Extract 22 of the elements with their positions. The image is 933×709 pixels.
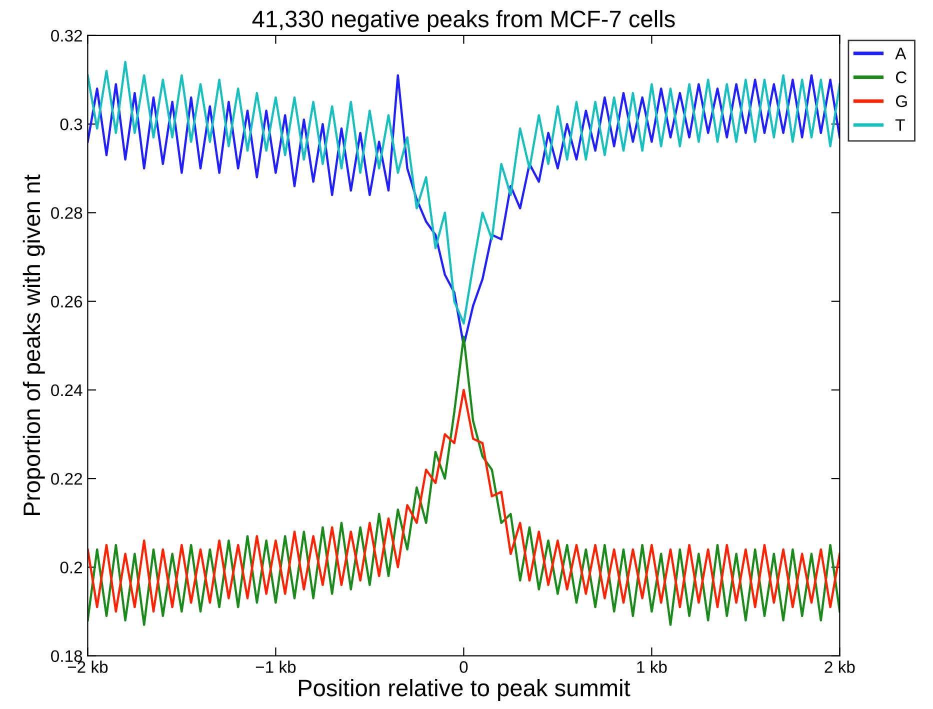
legend-label: A (895, 48, 906, 60)
x-tick-label: −1 kb (256, 660, 296, 673)
y-tick-label: 0.22 (51, 472, 82, 485)
legend-label: C (896, 71, 907, 84)
x-tick-label: 0 (460, 661, 468, 673)
x-axis-title: Position relative to peak summit (298, 679, 630, 702)
y-tick-label: 0.18 (51, 650, 82, 662)
y-tick-label: 0.24 (51, 384, 82, 396)
y-tick-label: 0.28 (51, 207, 82, 219)
y-tick-label: 0.2 (60, 562, 82, 574)
line-series (88, 388, 840, 613)
x-tick-label: 2 kb (824, 660, 855, 673)
y-tick-label: 0.3 (60, 118, 82, 130)
y-axis-title: Proportion of peaks with given nt (22, 174, 45, 515)
x-tick-label: −2 kb (68, 660, 108, 673)
y-tick-label: 0.26 (51, 296, 82, 308)
y-tick-label: 0.32 (51, 30, 82, 42)
chart-title: 41,330 negative peaks from MCF-7 cells (252, 10, 675, 32)
line-series (88, 336, 840, 626)
legend-label: G (896, 95, 907, 108)
legend-label: T (896, 119, 905, 131)
x-tick-label: 1 kb (637, 660, 667, 673)
